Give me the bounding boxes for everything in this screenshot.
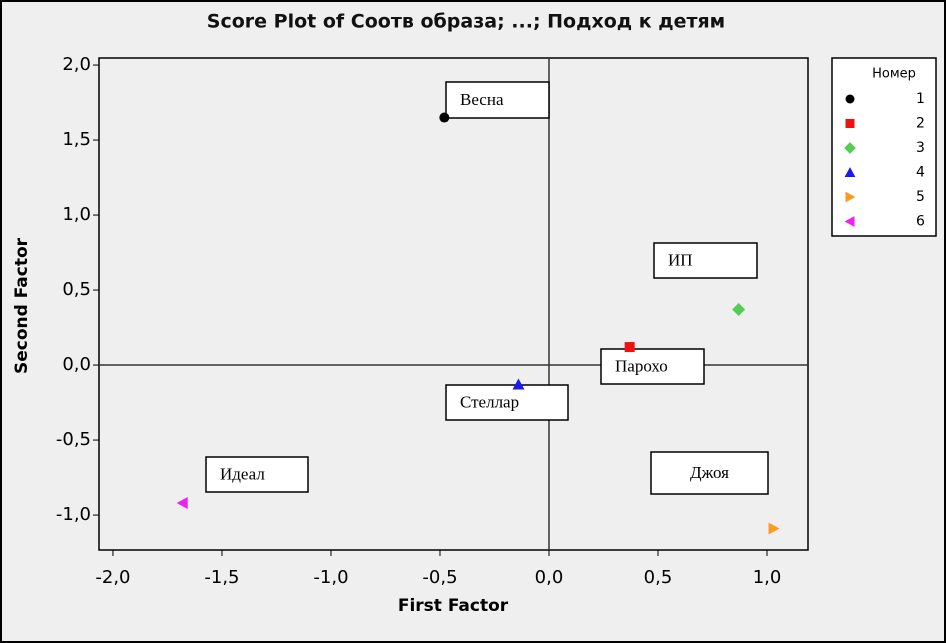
annotation: ИП: [668, 250, 693, 269]
y-tick-label: 1,0: [62, 204, 91, 225]
annotation-box: [600, 348, 705, 385]
legend-label: 6: [916, 214, 925, 230]
annotation: Парохо: [615, 356, 668, 375]
legend-marker: [845, 119, 855, 128]
x-axis-label: First Factor: [398, 596, 509, 616]
point: [176, 497, 188, 510]
y-tick-label: -1,0: [56, 504, 91, 525]
y-tick-label: 1,5: [62, 129, 91, 150]
x-tick-label: -1,0: [313, 567, 348, 588]
annotation-box: [653, 242, 758, 279]
annotation: Стеллар: [460, 392, 519, 411]
chart-title: Score Plot of Соотв образа; ...; Подход …: [207, 11, 725, 33]
y-tick-label: 2,0: [62, 54, 91, 75]
point: [732, 303, 746, 317]
legend-title: Номер: [872, 67, 916, 82]
annotation-box: [650, 451, 769, 495]
y-tick-label: 0,0: [62, 354, 91, 375]
legend-marker: [844, 216, 855, 227]
legend-label: 2: [916, 116, 925, 132]
x-tick-label: 1,0: [753, 567, 782, 588]
legend-marker: [844, 167, 856, 177]
y-tick-label: -0,5: [56, 429, 91, 450]
annotation: Идеал: [220, 464, 265, 483]
point: [768, 522, 780, 535]
x-tick-label: -2,0: [95, 567, 130, 588]
legend-marker: [845, 94, 855, 104]
y-tick-label: 0,5: [62, 279, 91, 300]
point: [624, 342, 635, 353]
legend-label: 4: [916, 165, 925, 181]
annotation: Весна: [460, 90, 504, 109]
y-axis-label: Second Factor: [12, 237, 32, 374]
annotation-box: [205, 456, 309, 493]
x-tick-label: 0,5: [644, 567, 673, 588]
annotation: Джоя: [690, 463, 729, 482]
x-tick-label: -1,5: [204, 567, 239, 588]
legend-label: 3: [916, 140, 925, 156]
legend-marker: [845, 191, 856, 203]
point: [512, 378, 525, 390]
x-tick-label: 0,0: [535, 567, 564, 588]
plot-area: [98, 57, 809, 551]
legend-marker: [844, 142, 856, 154]
legend-label: 1: [916, 91, 925, 107]
point: [439, 112, 450, 123]
annotation-box: [445, 81, 550, 119]
x-tick-label: -0,5: [422, 567, 457, 588]
annotation-box: [445, 384, 569, 421]
legend-label: 5: [916, 189, 925, 205]
